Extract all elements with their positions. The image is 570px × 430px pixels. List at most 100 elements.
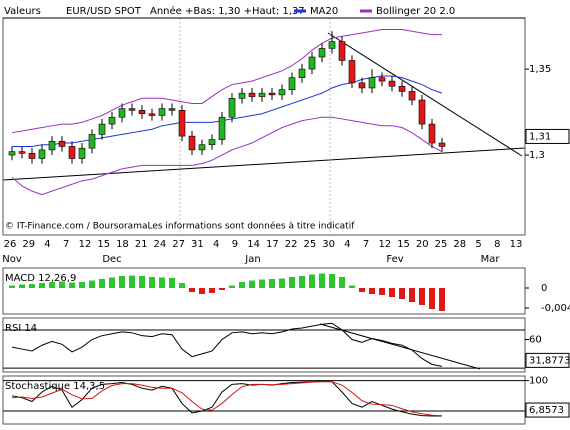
candle-body [358,82,366,89]
candle-body [418,99,426,125]
x-tick-label: 29 [22,239,35,250]
bar [249,280,255,288]
line [11,322,443,367]
candle-body [328,41,336,49]
month-label: Nov [2,254,22,265]
x-tick-label: 28 [453,239,466,250]
x-tick-label: 5 [475,239,481,250]
last-value: 6,8573 [529,405,564,416]
bar [309,274,315,288]
x-tick-label: 12 [378,239,391,250]
y-tick-label: 100 [529,376,548,387]
legend-label: MA20 [310,6,338,17]
bar [299,276,305,288]
panel-title: MACD 12,26,9 [5,273,76,284]
bar [139,276,145,288]
candle-body [8,151,16,156]
bar [129,275,135,288]
candle-body [68,146,76,159]
month-label: Dec [102,254,121,265]
panel-frame [2,375,526,425]
bar [159,277,165,288]
candle-body [128,108,136,111]
bar [59,281,65,288]
bar [99,279,105,288]
bar [279,278,285,288]
bar [19,284,25,288]
candle-body [78,147,86,159]
bar [39,283,45,288]
month-label: Mar [481,254,501,265]
candle-body [178,110,186,137]
bar [189,288,195,292]
panel-frame [2,317,526,373]
panel-title: RSI 14 [5,323,37,334]
x-tick-label: 4 [44,239,50,250]
x-tick-label: 24 [154,239,167,250]
candle-body [278,89,286,96]
bar [259,279,265,288]
month-label: Fev [386,254,403,265]
footnote: © IT-Finance.com / BoursoramaLes informa… [5,221,355,232]
candle-body [348,60,356,84]
bar [359,288,365,292]
candle-body [188,135,196,151]
month-label: Jan [244,254,260,265]
candle-body [338,41,346,61]
panel-frame [2,17,526,236]
bar [439,288,445,311]
candle-body [98,123,106,135]
bar [409,288,415,302]
x-tick-label: 13 [510,239,523,250]
bar [9,285,15,288]
bar [319,273,325,288]
last-value: 31,8773 [529,355,570,366]
x-tick-label: 9 [232,239,238,250]
x-tick-label: 27 [172,239,185,250]
candle-body [58,140,66,147]
candle-body [318,48,326,58]
bar [379,288,385,295]
y-tick-label: 1,3 [529,150,545,161]
candle-body [368,77,376,89]
bar [369,288,375,294]
bar [29,284,35,288]
last-value-box [525,128,570,144]
x-tick-label: 12 [79,239,92,250]
x-tick-label: 21 [135,239,148,250]
bar [219,288,225,290]
candle-body [108,116,116,125]
candle-body [298,68,306,78]
bar [109,277,115,288]
bar [79,282,85,288]
bar [69,282,75,288]
line [11,29,442,134]
candle-body [228,98,236,118]
last-value: 1,31 [529,131,551,142]
bar [229,285,235,288]
candle-body [218,116,226,140]
bar [329,274,335,288]
candle-body [158,108,166,116]
candle-body [438,142,446,147]
y-tick-label: 60 [529,335,542,346]
candle-body [378,77,386,82]
x-tick-label: 20 [416,239,429,250]
x-tick-label: 15 [397,239,410,250]
symbol: EUR/USD SPOT [66,6,142,17]
candle-body [408,91,416,101]
bar [149,277,155,288]
bar [419,288,425,305]
x-tick-label: 14 [247,239,260,250]
bar [269,279,275,288]
x-tick-label: 18 [116,239,129,250]
x-tick-label: 26 [4,239,17,250]
bar [209,288,215,293]
y-tick-label: 0 [541,283,547,294]
last-value-box [525,402,570,418]
bar [389,288,395,297]
bar [399,288,405,299]
candle-body [398,85,406,92]
